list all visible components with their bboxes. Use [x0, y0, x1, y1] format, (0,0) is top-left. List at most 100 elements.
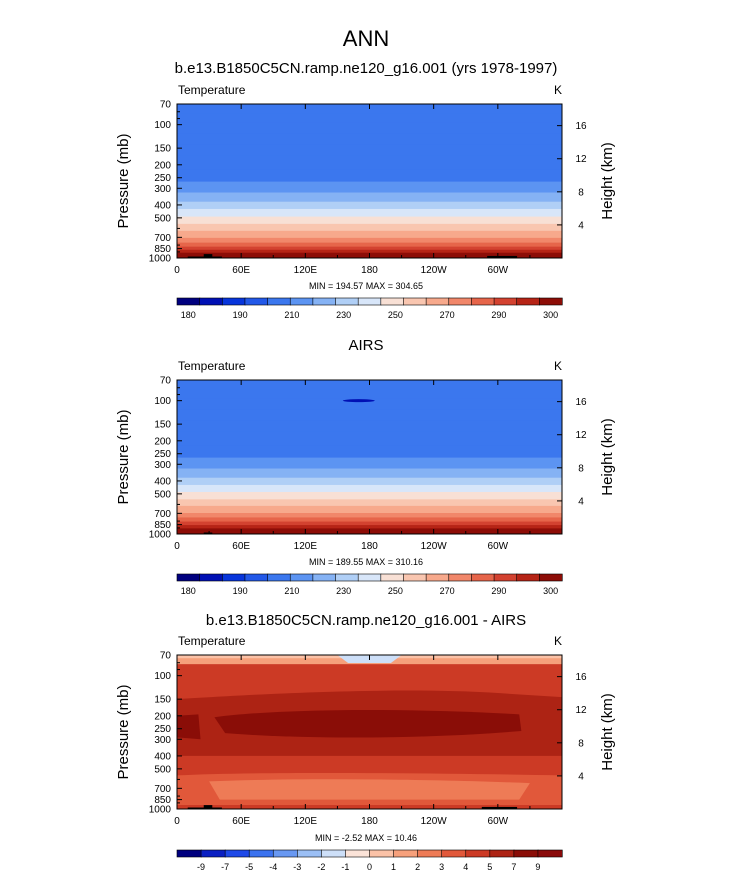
- panel-obs: AIRSTemperature K701001502002503004005007…: [115, 337, 616, 596]
- temperature-band: [177, 409, 562, 421]
- height-tick-label: 16: [575, 672, 587, 683]
- min-max-label: MIN = -2.52 MAX = 10.46: [315, 833, 417, 843]
- colorbar-label: 0: [367, 862, 372, 872]
- temperature-band: [177, 155, 562, 169]
- colorbar-box: [273, 850, 297, 857]
- temperature-band: [177, 477, 562, 485]
- colorbar-box: [358, 298, 381, 305]
- y-tick-label: 250: [154, 724, 171, 735]
- colorbar-box: [538, 850, 562, 857]
- plot-area: [177, 655, 562, 809]
- colorbar-box: [200, 298, 223, 305]
- y-axis-label: Pressure (mb): [115, 684, 132, 779]
- colorbar-label: -4: [269, 862, 277, 872]
- colorbar-box: [539, 574, 562, 581]
- temperature-band: [177, 505, 562, 513]
- height-tick-label: 12: [575, 430, 587, 441]
- colorbar-label: 190: [233, 586, 248, 596]
- figure: ANN b.e13.B1850C5CN.ramp.ne120_g16.001 (…: [0, 0, 733, 873]
- y-tick-label: 300: [154, 735, 171, 746]
- y-tick-label: 700: [154, 509, 171, 520]
- colorbar-label: 270: [440, 586, 455, 596]
- colorbar-box: [426, 298, 449, 305]
- y-tick-label: 1000: [149, 530, 172, 541]
- y-tick-label: 70: [160, 376, 172, 387]
- temperature-band: [177, 457, 562, 468]
- y-axis-label: Pressure (mb): [115, 133, 132, 228]
- colorbar-box: [494, 574, 517, 581]
- x-tick-label: 180: [361, 265, 378, 276]
- x-tick-label: 120E: [294, 265, 318, 276]
- temperature-band: [177, 230, 562, 238]
- colorbar-box: [177, 850, 201, 857]
- y-tick-label: 400: [154, 200, 171, 211]
- colorbar-box: [403, 574, 426, 581]
- colorbar-box: [290, 574, 313, 581]
- colorbar-label: 250: [388, 586, 403, 596]
- x-tick-label: 60W: [488, 541, 509, 552]
- panel-title: b.e13.B1850C5CN.ramp.ne120_g16.001 (yrs …: [175, 60, 558, 77]
- colorbar-label: 290: [491, 586, 506, 596]
- colorbar-box: [336, 574, 359, 581]
- colorbar-box: [466, 850, 490, 857]
- temperature-band: [177, 208, 562, 216]
- x-tick-label: 180: [361, 541, 378, 552]
- x-tick-label: 120E: [294, 816, 318, 827]
- temperature-band: [177, 491, 562, 499]
- temperature-band: [177, 133, 562, 145]
- temperature-band: [177, 499, 562, 506]
- colorbar-box: [268, 298, 291, 305]
- colorbar-box: [403, 298, 426, 305]
- colorbar-box: [358, 574, 381, 581]
- colorbar-box: [245, 574, 268, 581]
- colorbar-label: -1: [341, 862, 349, 872]
- colorbar-label: -5: [245, 862, 253, 872]
- diff-core-max: [214, 710, 521, 738]
- colorbar-box: [177, 298, 200, 305]
- temperature-band: [177, 389, 562, 398]
- colorbar-box: [290, 298, 313, 305]
- colorbar-label: 180: [181, 586, 196, 596]
- x-tick-label: 0: [174, 265, 180, 276]
- panel-model: b.e13.B1850C5CN.ramp.ne120_g16.001 (yrs …: [115, 60, 616, 320]
- colorbar-label: 3: [439, 862, 444, 872]
- y-axis-label-right: Height (km): [599, 693, 616, 771]
- temperature-band: [177, 216, 562, 224]
- colorbar-label: 190: [233, 310, 248, 320]
- colorbar-box: [539, 298, 562, 305]
- colorbar-box: [442, 850, 466, 857]
- y-tick-label: 150: [154, 144, 171, 155]
- colorbar-label: 230: [336, 310, 351, 320]
- diff-core-west: [177, 714, 201, 739]
- colorbar-label: 300: [543, 310, 558, 320]
- temperature-band: [177, 398, 562, 410]
- colorbar-box: [517, 574, 540, 581]
- y-tick-label: 500: [154, 213, 171, 224]
- x-tick-label: 60E: [232, 541, 250, 552]
- x-tick-label: 60E: [232, 816, 250, 827]
- colorbar-label: 1: [391, 862, 396, 872]
- colorbar-box: [249, 850, 273, 857]
- colorbar-label: -3: [293, 862, 301, 872]
- colorbar-box: [321, 850, 345, 857]
- colorbar-box: [471, 298, 494, 305]
- y-tick-label: 700: [154, 233, 171, 244]
- colorbar-label: 9: [535, 862, 540, 872]
- height-tick-label: 4: [578, 771, 584, 782]
- cold-anomaly-feature: [343, 399, 375, 402]
- y-axis-label-right: Height (km): [599, 418, 616, 496]
- y-tick-label: 700: [154, 784, 171, 795]
- units-label: K: [554, 83, 562, 97]
- colorbar-label: -9: [197, 862, 205, 872]
- colorbar-box: [381, 298, 404, 305]
- colorbar-box: [313, 298, 336, 305]
- temperature-band: [177, 420, 562, 432]
- temperature-band: [177, 246, 562, 250]
- colorbar-box: [313, 574, 336, 581]
- height-tick-label: 16: [575, 397, 587, 408]
- temperature-band: [177, 242, 562, 247]
- variable-label: Temperature: [178, 83, 246, 97]
- x-tick-label: 120W: [421, 265, 448, 276]
- units-label: K: [554, 634, 562, 648]
- temperature-band: [177, 525, 562, 529]
